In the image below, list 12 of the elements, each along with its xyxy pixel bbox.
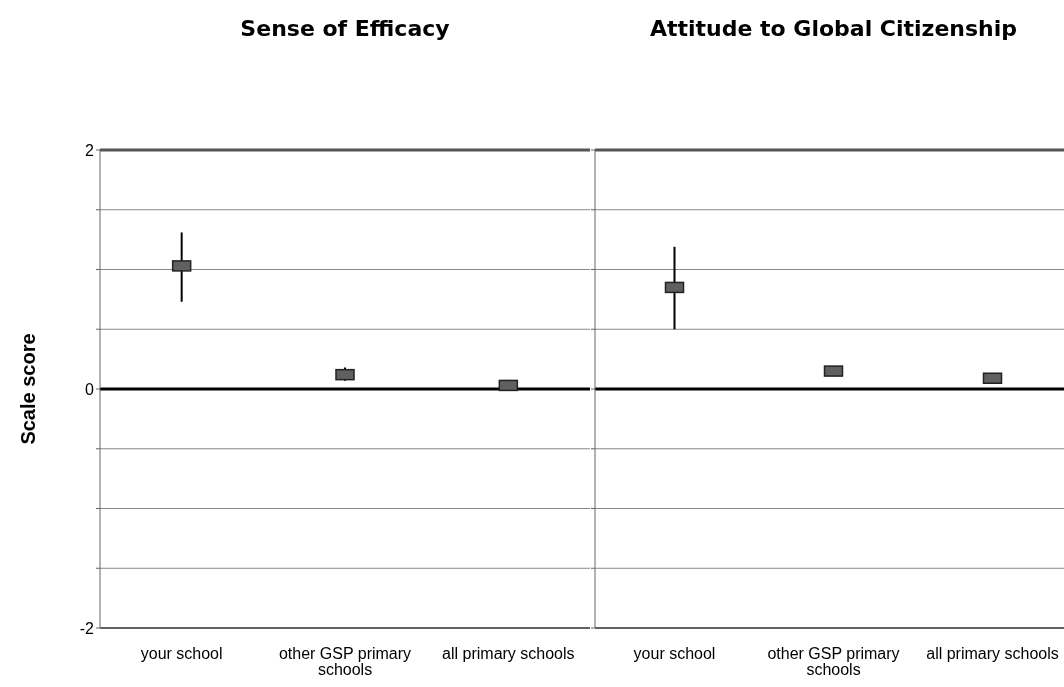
y-axis-title: Scale score	[17, 333, 40, 445]
x-tick-label: your school	[633, 645, 716, 663]
x-tick-label: your school	[140, 645, 223, 663]
x-tick-label: other GSP primary schools	[767, 645, 900, 679]
chart-title: Attitude to Global Citizenship	[648, 15, 1019, 43]
chart-title: Sense of Efficacy	[239, 15, 451, 43]
y-tick-label: 0	[85, 380, 95, 398]
y-tick-label: 2	[85, 141, 95, 159]
y-tick-label: -2	[79, 619, 95, 637]
x-tick-label: all primary schools	[442, 645, 575, 663]
x-tick-label: other GSP primary schools	[278, 645, 412, 679]
x-tick-label: all primary schools	[926, 645, 1059, 663]
